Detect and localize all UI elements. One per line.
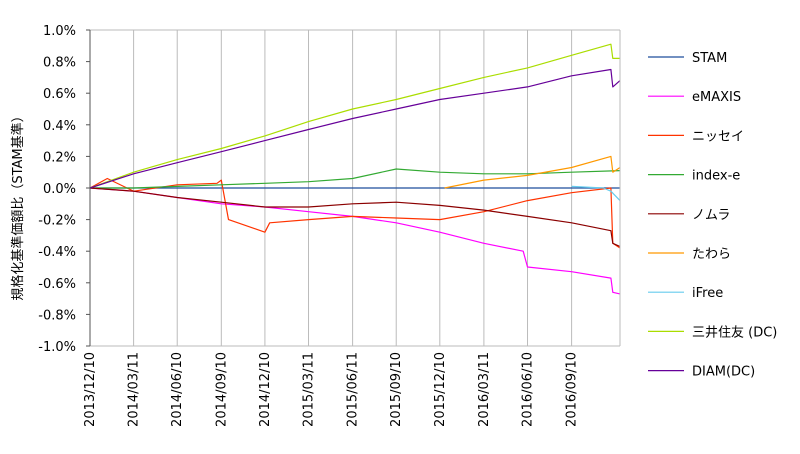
legend-label: 三井住友 (DC) bbox=[692, 324, 777, 340]
y-tick-label: -0.6% bbox=[38, 277, 76, 292]
series-line-9 bbox=[89, 68, 621, 189]
legend-label: DIAM(DC) bbox=[692, 365, 755, 380]
y-tick-labels: 1.0% 0.8% 0.6% 0.4% 0.2% 0.0% -0.2% -0.4% -0.6% -… bbox=[38, 24, 90, 355]
x-tick-label: 2014/06/10 bbox=[170, 352, 185, 427]
x-tick-label: 2014/12/10 bbox=[258, 352, 273, 427]
y-tick-label: -0.2% bbox=[38, 214, 76, 229]
y-tick-label: -1.0% bbox=[38, 340, 76, 355]
y-tick-label: 0.0% bbox=[43, 182, 76, 197]
y-axis-title: 規格化基準価額比（STAM基準） bbox=[10, 109, 26, 300]
x-tick-label: 2016/06/10 bbox=[521, 352, 536, 427]
legend-label: ノムラ bbox=[692, 208, 730, 223]
series-line-3 bbox=[89, 177, 621, 249]
legend-label: STAM bbox=[692, 51, 727, 66]
legend-label: index-e bbox=[692, 169, 740, 184]
series-lines bbox=[89, 43, 621, 295]
series-line-4 bbox=[90, 168, 621, 189]
legend-label: eMAXIS bbox=[692, 90, 741, 105]
y-tick-label: 0.2% bbox=[43, 150, 76, 165]
y-tick-label: 1.0% bbox=[43, 24, 76, 39]
y-tick-label: -0.4% bbox=[38, 245, 76, 260]
legend-label: ニッセイ bbox=[692, 129, 744, 144]
x-tick-labels: 2013/12/10 2014/03/11 2014/06/10 2014/09/10… bbox=[83, 352, 580, 427]
series-line-8 bbox=[89, 43, 620, 189]
legend-label: たわら bbox=[692, 247, 731, 262]
x-tick-label: 2014/09/10 bbox=[214, 352, 229, 427]
x-tick-label: 2016/09/10 bbox=[565, 352, 580, 427]
legend-label: iFree bbox=[692, 286, 723, 301]
y-tick-label: 0.8% bbox=[43, 56, 76, 71]
series-line-5 bbox=[89, 187, 621, 248]
y-tick-label: 0.6% bbox=[43, 87, 76, 102]
y-tick-label: 0.4% bbox=[43, 119, 76, 134]
x-tick-label: 2015/12/10 bbox=[433, 352, 448, 427]
x-tick-label: 2015/09/10 bbox=[389, 352, 404, 427]
x-tick-label: 2013/12/10 bbox=[83, 352, 98, 427]
x-tick-label: 2014/03/11 bbox=[127, 352, 142, 427]
series-line-7 bbox=[571, 185, 621, 202]
x-tick-label: 2016/03/11 bbox=[477, 352, 492, 427]
series-line-2 bbox=[89, 187, 621, 295]
y-tick-label: -0.8% bbox=[38, 308, 76, 323]
series-line-6 bbox=[444, 155, 621, 189]
x-tick-label: 2015/03/11 bbox=[302, 352, 317, 427]
x-tick-label: 2015/06/11 bbox=[346, 352, 361, 427]
